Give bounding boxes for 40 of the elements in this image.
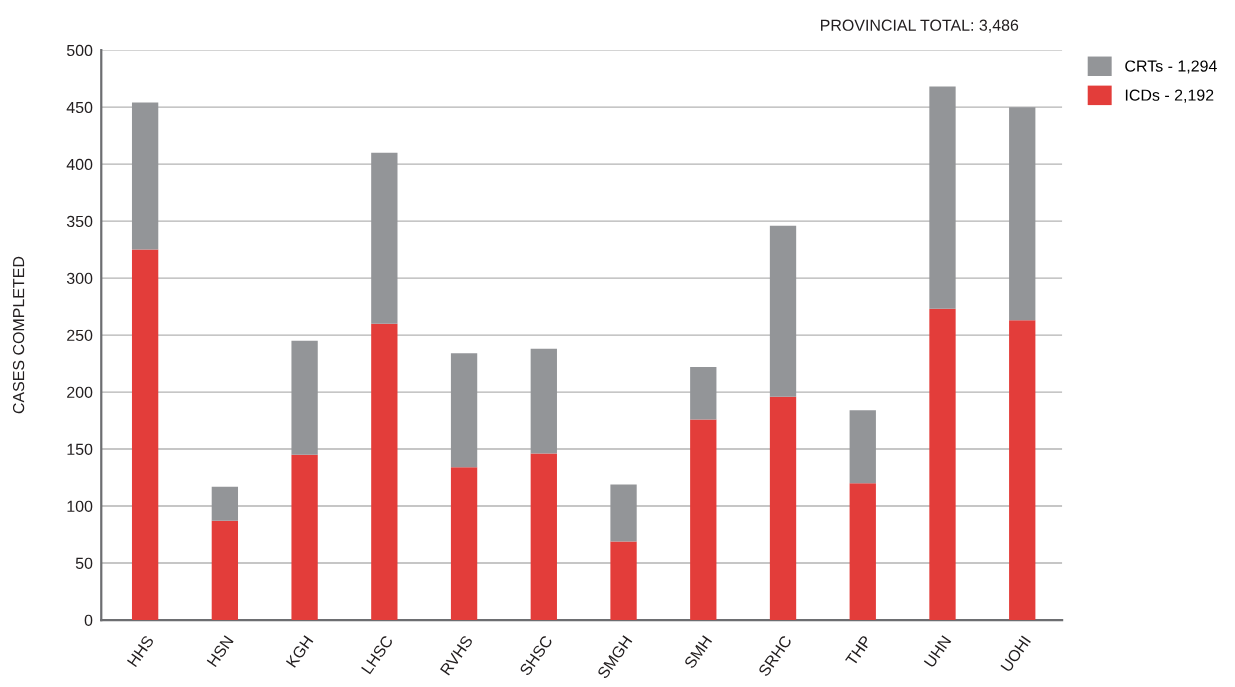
bar <box>769 396 797 621</box>
bar <box>211 486 239 521</box>
legend-label: CRTs - 1,294 <box>1125 60 1217 74</box>
bar <box>769 225 797 397</box>
bar <box>291 340 318 455</box>
y-tick-label: 100 <box>67 500 93 512</box>
y-tick-label: 200 <box>67 386 93 399</box>
bar <box>929 86 956 309</box>
bar <box>610 541 637 621</box>
bar <box>450 467 478 621</box>
bar <box>131 102 159 250</box>
bar <box>371 323 398 621</box>
bar <box>1009 107 1036 321</box>
bar <box>530 348 557 454</box>
bar <box>610 484 637 542</box>
legend-label: ICDs - 2,192 <box>1125 89 1214 103</box>
bar <box>291 454 318 621</box>
bar <box>211 520 239 621</box>
x-tick-label: THP <box>845 634 872 667</box>
bar <box>690 419 717 621</box>
bar <box>530 453 557 621</box>
bar <box>450 353 478 468</box>
bar <box>849 483 876 621</box>
y-axis-title: CASES COMPLETED <box>12 256 25 414</box>
y-tick-label: 450 <box>66 101 93 114</box>
chart-title: PROVINCIAL TOTAL: 3,486 <box>821 19 1019 33</box>
y-tick-label: 350 <box>66 215 93 228</box>
bar <box>131 249 159 621</box>
bar <box>1009 320 1036 621</box>
y-tick-label: 50 <box>75 557 93 569</box>
y-tick-label: 400 <box>66 158 93 171</box>
bar <box>929 308 956 621</box>
y-tick-label: 300 <box>66 272 93 285</box>
bar <box>849 410 876 484</box>
bar <box>371 152 398 324</box>
y-tick-label: 250 <box>67 329 93 342</box>
y-tick-label: 0 <box>84 614 93 626</box>
y-tick-label: 150 <box>67 443 93 455</box>
bar <box>690 367 717 420</box>
y-tick-label: 500 <box>66 44 93 57</box>
